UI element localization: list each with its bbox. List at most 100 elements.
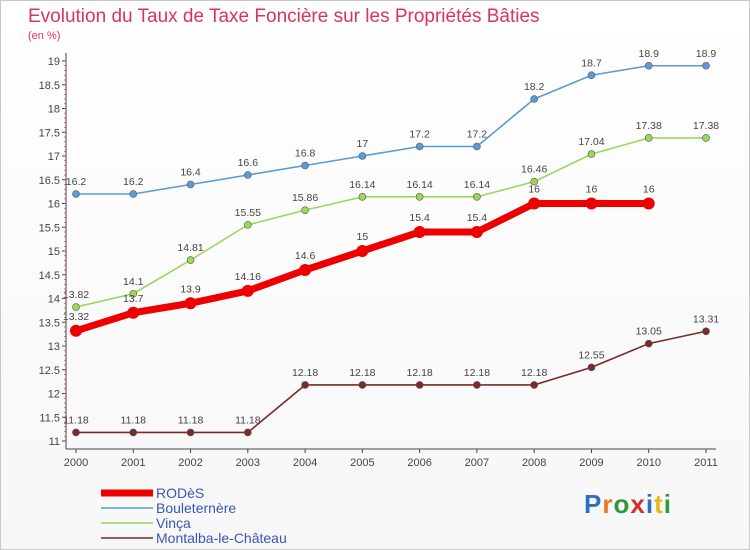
- data-point: [642, 197, 655, 210]
- data-point: [702, 327, 710, 336]
- y-tick-label: 15.5: [39, 222, 60, 234]
- data-label: 15.4: [409, 212, 430, 224]
- series-2: 16.2 16.2 16.4 16.6 16.8 17 17.2 17.2 18.2 18.7 18…: [66, 48, 717, 198]
- data-label: 11.18: [121, 414, 147, 426]
- data-point: [186, 180, 195, 189]
- data-label: 17.38: [636, 120, 662, 132]
- data-label: 12.18: [349, 367, 375, 379]
- x-tick-label: 2002: [178, 457, 202, 469]
- chart-subtitle: (en %): [28, 30, 61, 42]
- data-point: [129, 190, 138, 198]
- data-label: 12.18: [292, 367, 318, 379]
- data-point: [644, 61, 653, 70]
- data-label: 13.31: [693, 313, 719, 325]
- legend-item: RODèS: [101, 485, 204, 501]
- series-3: 13.82 14.1 14.81 15.55 15.86 16.14 16.14 16.14 1…: [63, 120, 719, 311]
- plot-area: 16.2 16.2 16.4 16.6 16.8 17 17.2 17.2 18.2 18.7 18…: [63, 48, 719, 437]
- data-label: 17.2: [467, 129, 488, 141]
- data-point: [72, 190, 80, 198]
- data-label: 16.46: [521, 164, 547, 176]
- data-label: 14.81: [177, 242, 203, 254]
- y-tick-label: 12: [48, 389, 60, 401]
- x-tick-label: 2006: [407, 457, 431, 469]
- x-tick-label: 2007: [465, 457, 489, 469]
- data-label: 14.6: [295, 250, 316, 262]
- y-tick-label: 12.5: [39, 365, 60, 377]
- data-point: [530, 177, 538, 186]
- logo-letter: P: [584, 489, 603, 519]
- x-tick-label: 2009: [579, 457, 603, 469]
- y-tick-label: 11.5: [39, 412, 60, 424]
- data-point: [301, 206, 309, 214]
- data-point: [473, 193, 481, 201]
- data-point: [528, 197, 541, 210]
- series-line: [75, 137, 707, 308]
- x-tick-label: 2003: [236, 457, 260, 469]
- y-tick-label: 18.5: [39, 80, 60, 92]
- x-tick-label: 2011: [694, 457, 718, 469]
- y-tick-label: 16: [48, 199, 60, 211]
- data-label: 18.9: [696, 48, 717, 60]
- series-line: [75, 330, 707, 434]
- logo-letter: r: [602, 489, 614, 519]
- data-label: 18.7: [581, 57, 602, 69]
- data-label: 13.32: [63, 311, 89, 323]
- data-point: [587, 363, 596, 372]
- data-label: 17: [357, 138, 369, 150]
- data-point: [470, 226, 483, 238]
- logo-letter: o: [613, 489, 631, 519]
- data-label: 17.2: [409, 129, 430, 141]
- data-label: 16.14: [406, 179, 432, 191]
- data-label: 16.4: [180, 167, 201, 179]
- logo-letter: t: [654, 489, 664, 519]
- x-tick-label: 2008: [522, 457, 546, 469]
- data-label: 16.6: [238, 157, 259, 169]
- data-point: [299, 264, 312, 276]
- data-point: [186, 428, 195, 437]
- y-tick-label: 13: [48, 341, 60, 353]
- data-label: 11.18: [178, 414, 204, 426]
- data-point: [530, 381, 538, 389]
- chart-title: Evolution du Taux de Taxe Foncière sur l…: [28, 6, 540, 27]
- data-point: [585, 197, 598, 210]
- series-line: [72, 200, 653, 335]
- legend-item: Vinça: [101, 515, 191, 531]
- data-point: [473, 381, 481, 389]
- legend-item: Montalba-le-Château: [101, 530, 287, 546]
- data-point: [241, 284, 254, 297]
- data-label: 14.1: [123, 276, 144, 288]
- data-point: [129, 289, 138, 298]
- y-tick-label: 13.5: [39, 317, 60, 329]
- data-point: [413, 226, 426, 238]
- data-label: 13.82: [63, 289, 89, 301]
- data-point: [184, 297, 197, 310]
- data-label: 18.9: [639, 48, 660, 60]
- data-label: 12.18: [406, 367, 432, 379]
- data-point: [301, 381, 309, 389]
- data-label: 15: [357, 231, 369, 243]
- x-tick-label: 2010: [636, 457, 660, 469]
- x-tick-label: 2005: [350, 457, 374, 469]
- data-label: 15.86: [292, 192, 318, 204]
- data-point: [72, 303, 80, 311]
- data-point: [644, 339, 653, 348]
- data-point: [356, 245, 369, 257]
- series-1: 13.32 13.7 13.9 14.16 14.6 15 15.4 15.4 16 16 16: [63, 184, 655, 337]
- data-point: [358, 193, 367, 201]
- data-label: 13.05: [636, 326, 662, 338]
- legend-label: Vinça: [156, 515, 191, 531]
- data-point: [70, 324, 82, 337]
- data-label: 16: [586, 184, 598, 196]
- proxiti-logo: Proxiti: [584, 489, 672, 520]
- y-tick-label: 14: [48, 294, 60, 306]
- data-label: 15.55: [235, 207, 261, 219]
- legend-label: Bouleternère: [156, 500, 236, 516]
- logo-letter: i: [663, 489, 672, 519]
- data-label: 18.2: [524, 81, 545, 93]
- axes: 11 11.5 12 12.5 13 13.5 14 14.5 15 15.5 16 16.5 17 17…: [39, 53, 718, 469]
- series-4: 11.18 11.18 11.18 11.18 12.18 12.18 12.18 12.18…: [63, 313, 719, 437]
- data-point: [415, 193, 424, 201]
- data-point: [358, 152, 367, 160]
